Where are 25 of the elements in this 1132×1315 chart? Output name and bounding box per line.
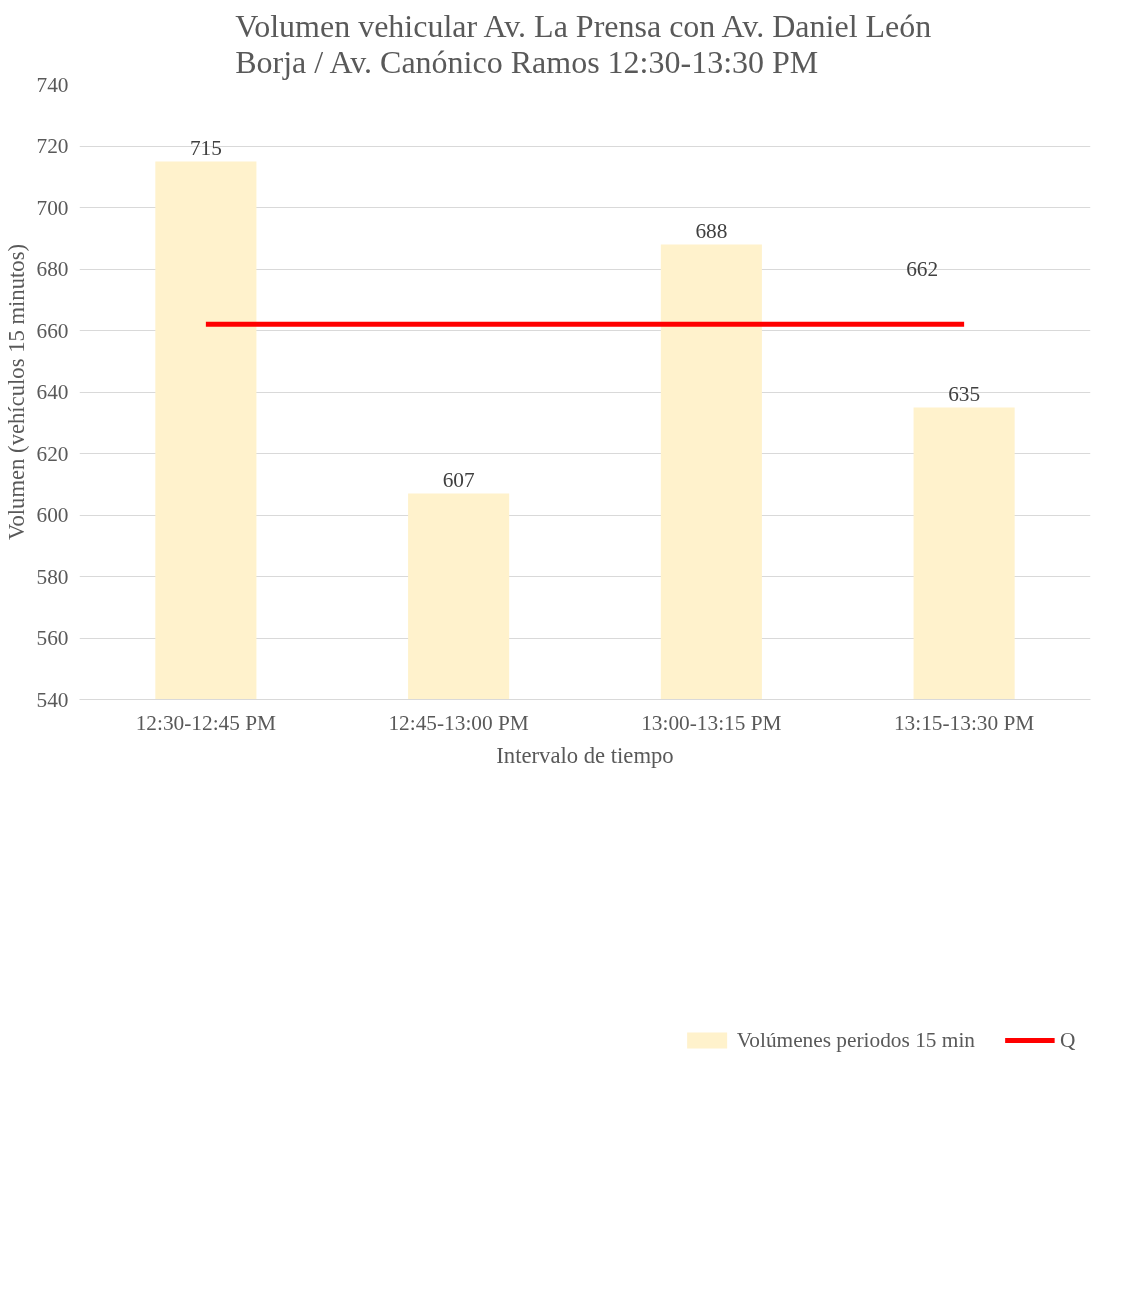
data-label: 715 [189, 136, 222, 161]
data-label: 662 [906, 257, 939, 282]
legend-label: Volúmenes periodos 15 min [736, 1027, 975, 1053]
x-tick-label: 12:30-12:45 PM [135, 710, 277, 735]
y-tick-label: 620 [36, 441, 69, 466]
data-label: 688 [695, 219, 728, 244]
x-tick-label: 13:00-13:15 PM [641, 710, 782, 735]
y-tick-label: 660 [36, 318, 69, 343]
x-tick-label: 12:45-13:00 PM [388, 710, 529, 735]
data-label: 607 [442, 468, 475, 493]
y-axis-title: Volumen (vehículos 15 minutos) [3, 244, 29, 540]
y-tick-label: 700 [36, 195, 69, 220]
y-tick-label: 600 [36, 503, 69, 527]
chart-title: Volumen vehicular Av. La Prensa con Av. Daniel León Borja / Av. Canónico Ramos 12:30-13:30 PM [235, 7, 932, 80]
x-axis-title: Intervalo de tiempo [496, 742, 674, 768]
y-tick-label: 720 [36, 134, 69, 158]
y-tick-label: 640 [36, 380, 69, 404]
y-tick-label: 680 [36, 257, 69, 281]
data-label: 635 [948, 382, 981, 407]
y-tick-label: 740 [36, 72, 69, 97]
y-tick-label: 540 [36, 687, 69, 712]
legend-label: Q [1060, 1027, 1077, 1053]
y-tick-label: 580 [36, 564, 69, 589]
y-tick-label: 560 [36, 626, 69, 650]
x-tick-label: 13:15-13:30 PM [893, 710, 1035, 735]
